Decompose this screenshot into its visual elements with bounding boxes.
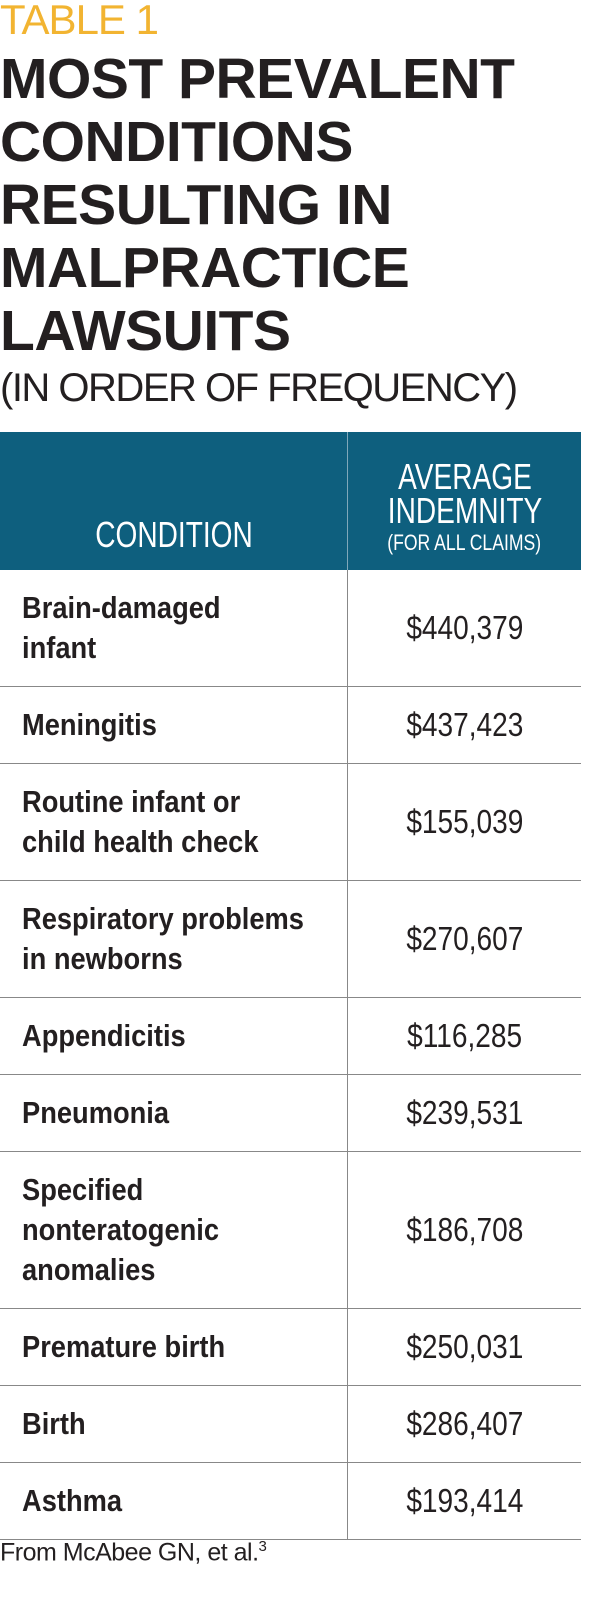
- condition-cell: Specified nonteratogenic anomalies: [0, 1152, 348, 1308]
- table-row: Routine infant or child health check $155,…: [0, 764, 581, 881]
- condition-line: Premature birth: [22, 1329, 226, 1364]
- title-line: MOST PREVALENT: [0, 47, 515, 111]
- indemnity-value: $437,423: [405, 706, 523, 743]
- subtitle: (IN ORDER OF FREQUENCY): [0, 366, 518, 410]
- header-lines: AVERAGE INDEMNITY: [366, 456, 564, 531]
- indemnity-value: $155,039: [405, 803, 523, 840]
- title-line: CONDITIONS: [0, 110, 353, 174]
- condition-line: in newborns: [22, 941, 183, 976]
- indemnity-cell: $186,708: [348, 1152, 581, 1308]
- condition-cell: Appendicitis: [0, 998, 348, 1074]
- condition-line: nonteratogenic: [22, 1212, 220, 1247]
- header-text: INDEMNITY: [387, 490, 542, 531]
- condition-line: anomalies: [22, 1252, 156, 1287]
- indemnity-cell: $250,031: [348, 1309, 581, 1385]
- condition-line: infant: [22, 630, 97, 665]
- table-row: Respiratory problems in newborns $270,607: [0, 881, 581, 998]
- table-row: Specified nonteratogenic anomalies $186,708: [0, 1152, 581, 1309]
- condition-line: Specified: [22, 1172, 144, 1207]
- title-line: MALPRACTICE: [0, 236, 410, 300]
- indemnity-cell: $270,607: [348, 881, 581, 997]
- indemnity-value: $440,379: [405, 609, 523, 646]
- condition-line: child health check: [22, 824, 259, 859]
- table-row: Brain-damaged infant $440,379: [0, 570, 581, 687]
- title: MOST PREVALENT CONDITIONS RESULTING IN MALP…: [0, 47, 515, 363]
- table: CONDITION AVERAGE INDEMNITY (FOR ALL CLAI…: [0, 432, 581, 1540]
- table-row: Appendicitis $116,285: [0, 998, 581, 1075]
- indemnity-value: $116,285: [407, 1017, 522, 1054]
- indemnity-cell: $239,531: [348, 1075, 581, 1151]
- indemnity-value: $286,407: [405, 1405, 523, 1442]
- indemnity-value: $239,531: [405, 1094, 523, 1131]
- header-text: AVERAGE: [397, 456, 532, 497]
- table-row: Asthma $193,414: [0, 1463, 581, 1540]
- indemnity-value: $250,031: [405, 1328, 523, 1365]
- table-row: Pneumonia $239,531: [0, 1075, 581, 1152]
- condition-line: Pneumonia: [22, 1095, 170, 1130]
- header-cell: AVERAGE INDEMNITY (FOR ALL CLAIMS): [348, 432, 581, 570]
- table-row: Birth $286,407: [0, 1386, 581, 1463]
- condition-cell: Birth: [0, 1386, 348, 1462]
- condition-line: Routine infant or: [22, 784, 241, 819]
- table-row: Premature birth $250,031: [0, 1309, 581, 1386]
- title-line: RESULTING IN: [0, 173, 392, 237]
- condition-line: Birth: [22, 1406, 86, 1441]
- condition-line: Meningitis: [22, 707, 157, 742]
- header-text: CONDITION: [94, 514, 253, 555]
- condition-cell: Meningitis: [0, 687, 348, 763]
- condition-line: Brain-damaged: [22, 590, 221, 625]
- indemnity-cell: $286,407: [348, 1386, 581, 1462]
- condition-cell: Premature birth: [0, 1309, 348, 1385]
- indemnity-value: $186,708: [405, 1211, 523, 1248]
- indemnity-cell: $437,423: [348, 687, 581, 763]
- table-body: Brain-damaged infant $440,379 Meningitis $43…: [0, 570, 581, 1540]
- condition-line: Appendicitis: [22, 1018, 186, 1053]
- condition-cell: Respiratory problems in newborns: [0, 881, 348, 997]
- footnote: From McAbee GN, et al.3: [0, 1538, 267, 1567]
- header-cell: CONDITION: [0, 432, 348, 570]
- indemnity-value: $193,414: [405, 1482, 523, 1519]
- table-row: Meningitis $437,423: [0, 687, 581, 764]
- title-line: LAWSUITS: [0, 299, 291, 363]
- condition-line: Asthma: [22, 1483, 123, 1518]
- indemnity-cell: $193,414: [348, 1463, 581, 1539]
- table-label: TABLE 1: [0, 0, 159, 43]
- condition-cell: Brain-damaged infant: [0, 570, 348, 686]
- indemnity-cell: $155,039: [348, 764, 581, 880]
- header-note: (FOR ALL CLAIMS): [387, 530, 542, 555]
- indemnity-value: $270,607: [405, 920, 523, 957]
- table-header: CONDITION AVERAGE INDEMNITY (FOR ALL CLAI…: [0, 432, 581, 570]
- condition-cell: Pneumonia: [0, 1075, 348, 1151]
- condition-cell: Routine infant or child health check: [0, 764, 348, 880]
- indemnity-cell: $440,379: [348, 570, 581, 686]
- footnote-text: From McAbee GN, et al.: [0, 1538, 259, 1567]
- condition-cell: Asthma: [0, 1463, 348, 1539]
- condition-line: Respiratory problems: [22, 901, 304, 936]
- footnote-ref: 3: [258, 1538, 267, 1555]
- indemnity-cell: $116,285: [348, 998, 581, 1074]
